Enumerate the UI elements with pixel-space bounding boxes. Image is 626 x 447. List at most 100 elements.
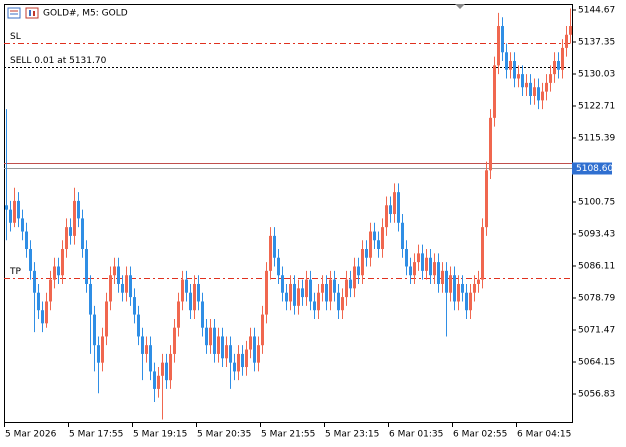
candle-body bbox=[201, 301, 204, 328]
candle-body bbox=[465, 292, 468, 311]
bid-label-box bbox=[572, 162, 612, 175]
candle-body bbox=[481, 227, 484, 280]
candle-body bbox=[69, 227, 72, 236]
candle-body bbox=[57, 266, 60, 276]
candle-body bbox=[45, 301, 48, 324]
candle-body bbox=[241, 353, 244, 368]
candle-body bbox=[421, 253, 424, 271]
candle-body bbox=[413, 262, 416, 276]
candle-body bbox=[133, 297, 136, 315]
candle-body bbox=[325, 283, 328, 302]
x-tick-label: 6 Mar 01:35 bbox=[389, 430, 443, 440]
candle-body bbox=[473, 283, 476, 293]
candle-body bbox=[149, 345, 152, 372]
candle-body bbox=[269, 235, 272, 271]
candle-body bbox=[445, 270, 448, 293]
candle-body bbox=[309, 279, 312, 302]
candle-body bbox=[489, 117, 492, 171]
candle-body bbox=[549, 74, 552, 83]
candle-body bbox=[209, 327, 212, 346]
y-tick-label: 5100.75 bbox=[578, 198, 615, 208]
candle-body bbox=[505, 52, 508, 70]
candle-body bbox=[85, 249, 88, 284]
candle-body bbox=[49, 279, 52, 302]
candle-body bbox=[493, 65, 496, 118]
candle-body bbox=[513, 61, 516, 79]
candle-body bbox=[449, 275, 452, 293]
y-tick-label: 5137.35 bbox=[578, 37, 615, 47]
candle-body bbox=[293, 283, 296, 306]
candle-body bbox=[485, 170, 488, 228]
y-tick-label: 5130.03 bbox=[578, 69, 615, 79]
candle-body bbox=[525, 82, 528, 88]
candle-body bbox=[137, 314, 140, 337]
candle-body bbox=[533, 87, 536, 96]
x-tick-label: 5 Mar 19:15 bbox=[133, 430, 187, 440]
candle-body bbox=[273, 235, 276, 258]
candle-body bbox=[65, 227, 68, 250]
y-tick-label: 5115.39 bbox=[578, 133, 615, 143]
candle-body bbox=[257, 345, 260, 363]
icon-bar bbox=[33, 11, 35, 16]
candle-body bbox=[121, 283, 124, 293]
candle-body bbox=[305, 279, 308, 298]
candle-body bbox=[97, 345, 100, 363]
candle-body bbox=[185, 279, 188, 293]
candle-body bbox=[425, 257, 428, 271]
candle-body bbox=[517, 74, 520, 79]
candle-body bbox=[253, 336, 256, 363]
candle-body bbox=[169, 353, 172, 381]
x-tick-label: 6 Mar 04:15 bbox=[517, 430, 571, 440]
candle-body bbox=[5, 205, 8, 210]
candle-body bbox=[457, 283, 460, 302]
candle-body bbox=[389, 205, 392, 215]
plot-frame bbox=[4, 4, 573, 423]
shift-marker bbox=[455, 4, 465, 9]
y-tick-label: 5093.43 bbox=[578, 230, 615, 240]
y-tick-label: 5056.83 bbox=[578, 390, 615, 400]
candle-body bbox=[237, 353, 240, 372]
candle-body bbox=[545, 82, 548, 92]
x-tick-label: 5 Mar 17:55 bbox=[69, 430, 123, 440]
candle-body bbox=[297, 288, 300, 306]
candle-body bbox=[261, 314, 264, 346]
x-tick-label: 5 Mar 20:35 bbox=[197, 430, 251, 440]
candle-body bbox=[197, 283, 200, 302]
candle-body bbox=[541, 91, 544, 101]
candle-body bbox=[501, 26, 504, 53]
candle-body bbox=[529, 82, 532, 96]
candle-body bbox=[521, 74, 524, 88]
candle-body bbox=[433, 262, 436, 276]
candle-body bbox=[329, 279, 332, 302]
candle-body bbox=[441, 270, 444, 284]
candle-body bbox=[9, 209, 12, 223]
candle-body bbox=[13, 200, 16, 223]
candle-body bbox=[117, 266, 120, 284]
candle-body bbox=[469, 292, 472, 311]
candle-body bbox=[321, 283, 324, 293]
candle-body bbox=[21, 218, 24, 232]
candle-body bbox=[245, 349, 248, 368]
candle-body bbox=[373, 231, 376, 241]
candle-body bbox=[73, 200, 76, 236]
candle-body bbox=[77, 200, 80, 219]
candle-body bbox=[61, 249, 64, 276]
candle-body bbox=[405, 249, 408, 267]
candle-body bbox=[377, 240, 380, 250]
level-label: SELL 0.01 at 5131.70 bbox=[10, 56, 107, 66]
y-tick-label: 5144.67 bbox=[578, 5, 615, 15]
candle-body bbox=[569, 26, 572, 35]
level-label: TP bbox=[9, 267, 21, 277]
x-tick-label: 5 Mar 21:55 bbox=[261, 430, 315, 440]
candle-body bbox=[225, 345, 228, 359]
candle-body bbox=[105, 301, 108, 337]
candle-body bbox=[509, 61, 512, 70]
candle-body bbox=[157, 375, 160, 389]
chart-title: GOLD#, M5: GOLD bbox=[43, 9, 128, 19]
candle-body bbox=[89, 283, 92, 315]
candle-body bbox=[349, 279, 352, 289]
candle-body bbox=[281, 275, 284, 293]
candle-body bbox=[385, 205, 388, 228]
candle-body bbox=[153, 371, 156, 389]
